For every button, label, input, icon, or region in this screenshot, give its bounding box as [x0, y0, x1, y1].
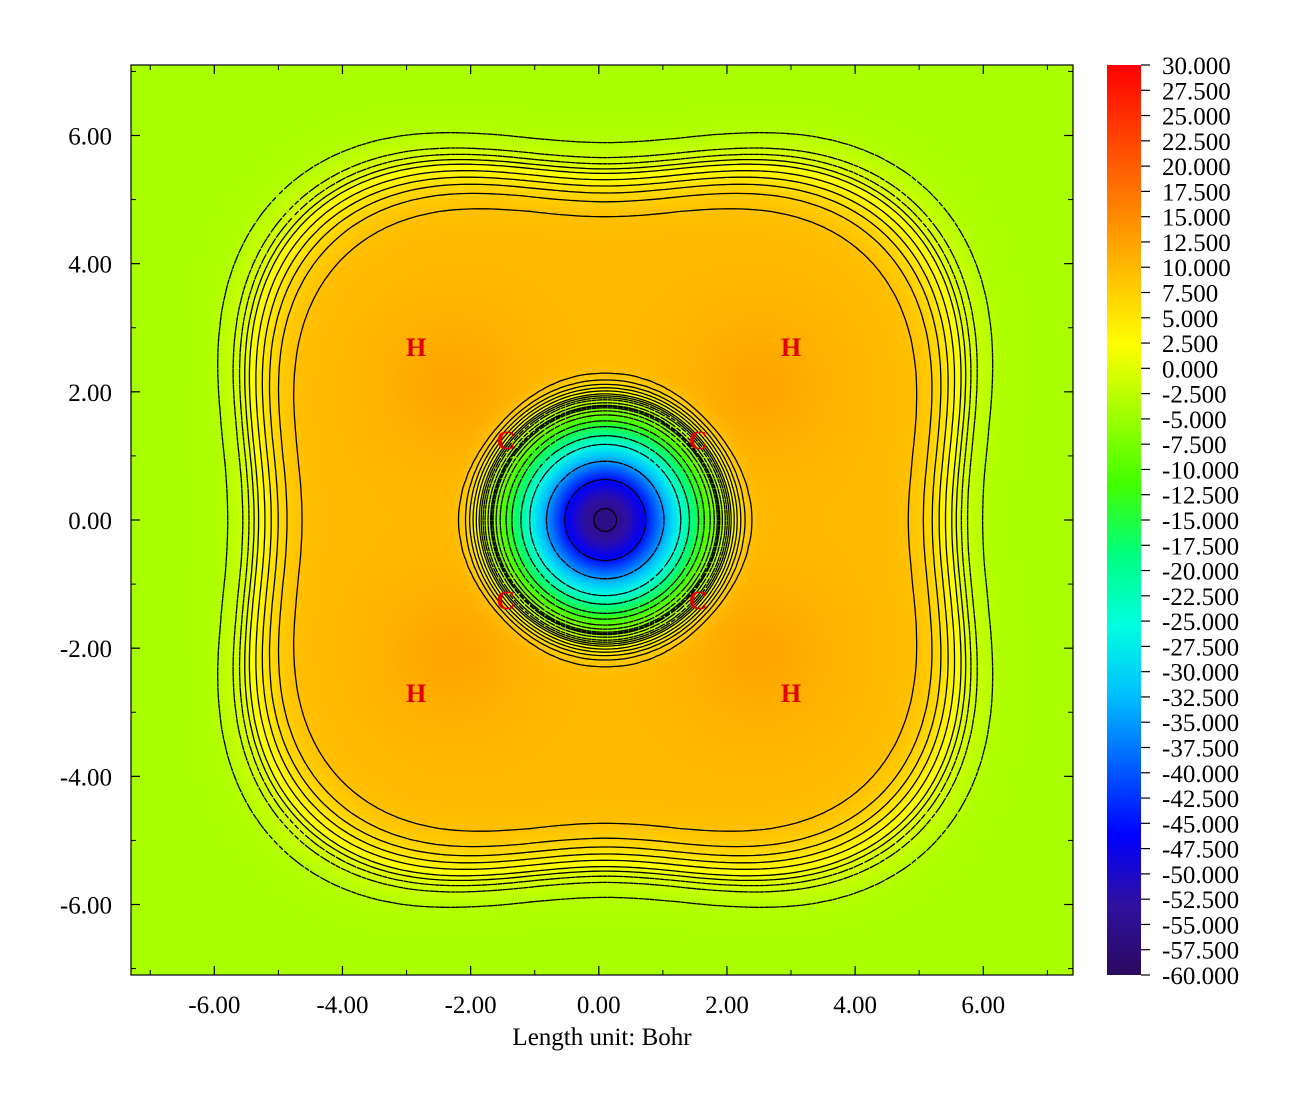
y-tick-label: 0.00 [68, 508, 112, 535]
contour-negative [593, 507, 618, 533]
y-tick-label: 2.00 [68, 380, 112, 407]
x-tick-label: 0.00 [577, 992, 621, 1019]
x-tick-label: 2.00 [705, 992, 749, 1019]
colorbar-label: -2.500 [1162, 382, 1227, 409]
y-tick-label: -2.00 [60, 636, 112, 663]
x-axis: -6.00 -4.00 -2.00 0.00 2.00 4.00 6.00 [149, 65, 1048, 1019]
contour-negative [238, 153, 972, 887]
colorbar-label: -5.000 [1162, 407, 1227, 434]
colorbar-label: -52.500 [1162, 887, 1239, 914]
colorbar: 30.00027.50025.00022.50020.00017.50015.0… [1107, 53, 1239, 990]
colorbar-label: 25.000 [1162, 104, 1231, 131]
contour-positive [248, 163, 962, 877]
colorbar-label: -12.500 [1162, 483, 1239, 510]
atom-label-h: H [781, 679, 801, 708]
colorbar-label: 7.500 [1162, 281, 1218, 308]
atom-label-h: H [406, 333, 426, 362]
y-tick-label: 6.00 [68, 123, 112, 150]
x-tick-label: 6.00 [961, 992, 1005, 1019]
contour-negative [217, 131, 994, 909]
colorbar-label: -15.000 [1162, 508, 1239, 535]
colorbar-label: -20.000 [1162, 559, 1239, 586]
colorbar-label: 5.000 [1162, 306, 1218, 333]
y-tick-label: -6.00 [60, 893, 112, 920]
contour-negative [505, 420, 705, 620]
x-axis-label: Length unit: Bohr [512, 1024, 692, 1051]
colorbar-ticks [1141, 64, 1150, 976]
atom-label-h: H [406, 679, 426, 708]
x-tick-label: -2.00 [445, 992, 497, 1019]
contour-negative [232, 147, 978, 893]
contour-negative [564, 478, 647, 562]
colorbar-label: -47.500 [1162, 837, 1239, 864]
colorbar-label: -30.000 [1162, 660, 1239, 687]
contour-positive [293, 208, 918, 832]
colorbar-label: -55.000 [1162, 912, 1239, 939]
atom-label-c: C [496, 586, 515, 615]
contour-negative [528, 443, 682, 597]
colorbar-labels: 30.00027.50025.00022.50020.00017.50015.0… [1162, 53, 1239, 990]
colorbar-label: -35.000 [1162, 710, 1239, 737]
contour-positive [255, 170, 956, 870]
contour-positive [268, 183, 942, 857]
colorbar-label: 30.000 [1162, 53, 1231, 80]
colorbar-label: -57.500 [1162, 938, 1239, 965]
colorbar-label: -60.000 [1162, 963, 1239, 990]
colorbar-label: -10.000 [1162, 457, 1239, 484]
colorbar-label: -27.500 [1162, 634, 1239, 661]
colorbar-label: -40.000 [1162, 761, 1239, 788]
contour-positive [277, 192, 933, 848]
contour-negative [499, 414, 711, 626]
contour-positive [244, 158, 967, 882]
colorbar-label: 20.000 [1162, 154, 1231, 181]
colorbar-label: 22.500 [1162, 129, 1231, 156]
atom-label-c: C [689, 586, 708, 615]
x-tick-label: 4.00 [833, 992, 877, 1019]
y-tick-label: -4.00 [60, 764, 112, 791]
contour-negative [511, 425, 700, 615]
y-axis: 6.00 4.00 2.00 0.00 -2.00 -4.00 -6.00 [60, 70, 1073, 970]
contour-negative [491, 405, 720, 635]
colorbar-label: -50.000 [1162, 862, 1239, 889]
atom-label-h: H [781, 333, 801, 362]
atom-label-c: C [689, 426, 708, 455]
contour-negative [492, 407, 718, 633]
colorbar-label: 17.500 [1162, 179, 1231, 206]
plot-area: H H C C C C H H [130, 64, 1074, 976]
contour-negative [490, 404, 721, 636]
colorbar-label: 27.500 [1162, 78, 1231, 105]
colorbar-label: 15.000 [1162, 205, 1231, 232]
colorbar-label: -17.500 [1162, 533, 1239, 560]
colorbar-label: -37.500 [1162, 736, 1239, 763]
x-tick-label: -4.00 [316, 992, 368, 1019]
contour-negative [495, 410, 715, 630]
colorbar-label: -45.000 [1162, 811, 1239, 838]
contour-positive [261, 176, 949, 864]
colorbar-label: -32.500 [1162, 685, 1239, 712]
colorbar-label: 12.500 [1162, 230, 1231, 257]
atom-label-c: C [496, 426, 515, 455]
x-tick-label: -6.00 [188, 992, 240, 1019]
colorbar-label: 2.500 [1162, 331, 1218, 358]
colorbar-label: 10.000 [1162, 255, 1231, 282]
colorbar-label: -7.500 [1162, 432, 1227, 459]
atom-labels: H H C C C C H H [406, 333, 801, 708]
y-tick-label: 4.00 [68, 252, 112, 279]
contour-negative [520, 435, 691, 605]
contour-lines [217, 131, 994, 909]
colorbar-strip [1107, 65, 1141, 975]
contour-negative [545, 460, 665, 580]
colorbar-label: -25.000 [1162, 609, 1239, 636]
colorbar-label: 0.000 [1162, 356, 1218, 383]
colorbar-label: -22.500 [1162, 584, 1239, 611]
colorbar-label: -42.500 [1162, 786, 1239, 813]
